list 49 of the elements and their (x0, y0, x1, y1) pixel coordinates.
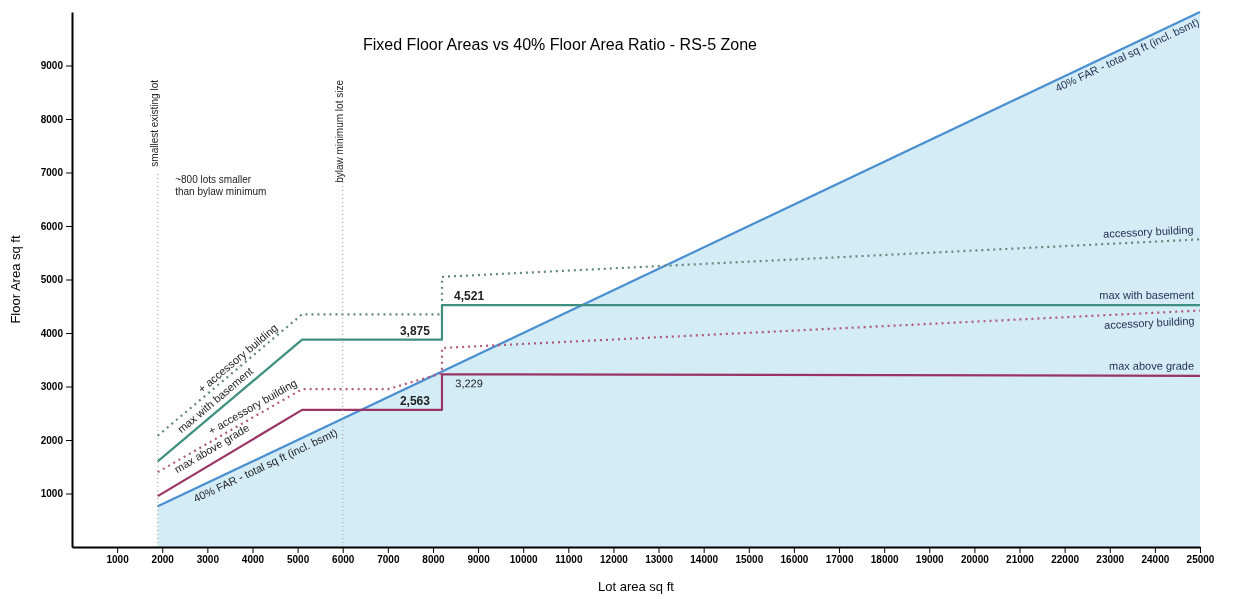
annotation: 2,563 (399, 393, 431, 408)
x-tick-label: 3000 (196, 554, 220, 566)
y-tick-label: 6000 (40, 220, 64, 232)
text: Fixed Floor Areas vs 40% Floor Area Ratio - RS-5 Zone (363, 36, 758, 53)
series-label: accessory building (1103, 314, 1195, 331)
x-tick-label: 1000 (106, 554, 130, 566)
x-tick-label: 24000 (1141, 554, 1170, 566)
annotation: ~800 lots smaller than bylaw minimum (175, 173, 267, 197)
x-tick-label: 5000 (286, 554, 310, 566)
x-tick-label: 10000 (509, 554, 539, 566)
x-tick-label: 19000 (915, 554, 945, 566)
series-label: accessory building (1102, 223, 1194, 240)
x-tick-label: 7000 (377, 554, 400, 566)
series-label: max above grade (1109, 359, 1195, 372)
x-tick-label: 13000 (645, 554, 674, 566)
annotation: 4,521 (454, 289, 485, 304)
y-tick-label: 3000 (40, 381, 64, 393)
y-tick-label: 4000 (40, 327, 64, 339)
y-tick-label: 5000 (40, 274, 64, 286)
ref-line-label: bylaw minimum lot size (333, 79, 345, 183)
y-tick-label: 9000 (40, 60, 64, 72)
x-tick-label: 12000 (600, 554, 629, 566)
annotation: 3,229 (455, 377, 483, 390)
x-tick-label: 16000 (780, 554, 809, 566)
y-tick-label: 1000 (40, 488, 64, 500)
x-tick-label: 23000 (1096, 554, 1125, 566)
y-tick-label: 8000 (40, 113, 64, 125)
x-tick-label: 15000 (735, 554, 764, 566)
x-tick-label: 8000 (422, 554, 446, 566)
x-tick-label: 21000 (1006, 554, 1035, 566)
y-tick-label: 7000 (40, 167, 64, 179)
annotation: 3,875 (399, 323, 431, 338)
series-label: 40% FAR - total sq ft (incl. bsmt) (1053, 15, 1201, 95)
ref-line-label: smallest existing lot (148, 79, 160, 167)
x-tick-label: 6000 (332, 554, 355, 566)
x-axis-title: Lot area sq ft (598, 579, 675, 594)
x-tick-label: 25000 (1186, 554, 1215, 566)
x-tick-label: 9000 (467, 554, 491, 566)
x-tick-label: 20000 (960, 554, 990, 566)
x-tick-label: 14000 (690, 554, 719, 566)
x-tick-label: 17000 (825, 554, 854, 566)
x-tick-label: 18000 (870, 554, 899, 566)
x-tick-label: 22000 (1051, 554, 1080, 566)
y-axis-title: Floor Area sq ft (8, 235, 23, 324)
x-tick-label: 4000 (241, 554, 265, 566)
x-tick-label: 11000 (555, 554, 583, 566)
y-tick-label: 2000 (40, 434, 64, 446)
x-tick-label: 2000 (151, 554, 175, 566)
series-label: max with basement (1099, 289, 1194, 302)
